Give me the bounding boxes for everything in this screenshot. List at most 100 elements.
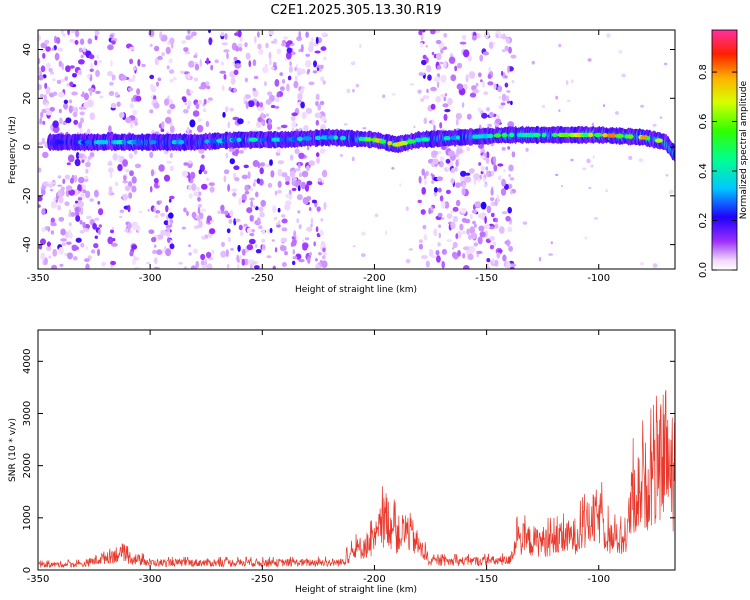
heatmap-cell [435, 39, 442, 45]
heatmap-cell [58, 91, 65, 98]
heatmap-cell [487, 74, 492, 79]
heatmap-cell [259, 212, 265, 218]
heatmap-cell [260, 112, 264, 119]
heatmap-cell [615, 111, 619, 115]
heatmap-cell [236, 264, 240, 269]
heatmap-cell [570, 158, 574, 162]
heatmap-cell [101, 261, 106, 267]
heatmap-cell [163, 220, 169, 226]
snr-panel: -350 -300 -250 -200 -150 -100 0 1000 2000 3000 40… [8, 329, 676, 595]
heatmap-cell [488, 41, 494, 49]
heatmap-cell [478, 177, 481, 183]
heatmap-cell [181, 40, 187, 44]
heatmap-cell [456, 118, 459, 126]
heatmap-cell [421, 30, 426, 33]
heatmap-cell [489, 197, 495, 202]
heatmap-cell [436, 52, 442, 61]
snr-y-axis: 0 1000 2000 3000 4000 [22, 349, 675, 573]
heatmap-cell [226, 228, 231, 234]
heatmap-cell [164, 116, 172, 124]
heatmap-cell [504, 82, 509, 88]
heatmap-cell [244, 42, 248, 48]
heatmap-cell [148, 229, 155, 234]
heatmap-cell [135, 140, 142, 145]
heatmap-cell [241, 199, 246, 203]
heatmap-cell [314, 50, 321, 54]
heatmap-cell [52, 120, 59, 128]
heatmap-cell [180, 70, 185, 75]
heatmap-cell [224, 33, 228, 40]
heatmap-cell [50, 230, 55, 235]
heatmap-cell [221, 85, 225, 91]
heatmap-cell [194, 77, 198, 82]
heatmap-cell [48, 255, 52, 259]
heatmap-cell [315, 119, 319, 126]
heatmap-cell [570, 79, 574, 84]
heatmap-cell [378, 139, 387, 144]
heatmap-cell [374, 213, 379, 218]
heatmap-cell [229, 210, 234, 217]
heatmap-cell [281, 172, 288, 178]
heatmap-cell [501, 49, 506, 53]
heatmap-cell [72, 73, 77, 78]
heatmap-cell [425, 260, 430, 268]
heatmap-cell [477, 107, 482, 112]
heatmap-cell [294, 168, 301, 172]
heatmap-cell [315, 36, 319, 45]
heatmap-cell [495, 118, 502, 124]
heatmap-cell [235, 45, 239, 52]
heatmap-cell [208, 37, 213, 46]
heatmap-cell [141, 63, 146, 68]
heatmap-cell [498, 226, 505, 234]
heatmap-cell [107, 44, 114, 51]
heatmap-cell [431, 255, 437, 259]
figure-title: C2E1.2025.305.13.30.R19 [270, 3, 441, 18]
heatmap-cell [276, 148, 281, 154]
heatmap-cell [305, 107, 313, 114]
heatmap-cell [308, 42, 315, 46]
heatmap-cell [288, 193, 293, 200]
heatmap-cell [257, 31, 260, 38]
heatmap-cell [267, 122, 273, 131]
heatmap-cell [168, 198, 172, 203]
heatmap-cell [387, 140, 393, 146]
heatmap-cell [51, 47, 55, 51]
colorbar-tick-label: 0.8 [698, 64, 709, 80]
heatmap-cell [304, 237, 310, 241]
heatmap-cell [261, 137, 267, 142]
heatmap-cell [127, 204, 131, 213]
heatmap-cell [221, 42, 228, 46]
heatmap-cell [417, 199, 422, 204]
heatmap-cell [221, 241, 225, 247]
heatmap-cell [497, 163, 504, 167]
x-tick-label: -200 [363, 273, 386, 284]
colorbar-label: Normalized spectral amplitude [739, 80, 749, 219]
heatmap-cell [99, 95, 104, 99]
heatmap-cell [108, 186, 113, 192]
heatmap-cell [665, 174, 669, 177]
heatmap-cell [238, 224, 243, 231]
heatmap-cell [431, 161, 435, 168]
heatmap-cell [94, 34, 98, 41]
heatmap-cell [281, 42, 287, 47]
heatmap-cell [440, 48, 444, 54]
heatmap-cell [227, 121, 231, 129]
heatmap-cell [301, 170, 309, 178]
heatmap-cell [226, 264, 230, 269]
heatmap-cell [151, 236, 157, 243]
heatmap-cell [284, 175, 291, 181]
heatmap-cell [252, 87, 256, 92]
heatmap-cell [276, 224, 281, 228]
heatmap-cell [281, 214, 286, 218]
heatmap-cell [300, 88, 304, 95]
heatmap-cell [62, 121, 66, 126]
heatmap-cell [181, 226, 186, 230]
heatmap-cell [450, 167, 456, 174]
heatmap-cell [41, 208, 46, 216]
heatmap-cell [169, 195, 175, 200]
heatmap-cell [150, 83, 154, 90]
heatmap-cell [492, 258, 495, 265]
heatmap-cell [149, 186, 153, 193]
heatmap-cell [153, 206, 156, 213]
heatmap-cell [473, 242, 479, 247]
